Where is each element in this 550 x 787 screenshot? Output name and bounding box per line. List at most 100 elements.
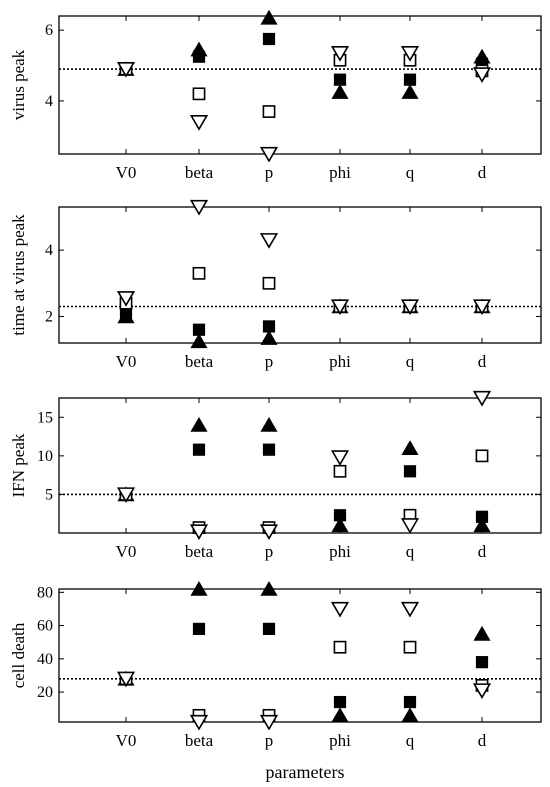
x-tick-label-phi: phi [329, 352, 351, 371]
x-tick-label-q: q [406, 163, 415, 182]
x-tick-label-q: q [406, 731, 415, 750]
data-point-open-triangle-down [330, 299, 350, 316]
y-axis-label: cell death [9, 622, 28, 688]
markers-group [116, 581, 492, 730]
y-axis-label: time at virus peak [9, 214, 28, 336]
y-tick-label: 80 [37, 584, 53, 601]
data-point-open-triangle-down [472, 299, 492, 316]
data-point-filled-square [403, 465, 417, 478]
y-tick-label: 20 [37, 684, 53, 701]
y-tick-label: 60 [37, 618, 53, 635]
data-point-open-triangle-down [400, 518, 420, 534]
data-point-open-triangle-down [330, 450, 350, 466]
y-tick-label: 15 [37, 409, 53, 426]
data-point-filled-triangle-up [473, 625, 491, 641]
x-tick-label-beta: beta [185, 163, 214, 182]
data-point-filled-triangle-up [473, 517, 491, 533]
data-point-filled-square [262, 320, 276, 333]
x-tick-label-V0: V0 [116, 163, 137, 182]
plot-frame [58, 206, 542, 344]
x-tick-label-q: q [406, 542, 415, 561]
data-point-filled-triangle-up [401, 84, 419, 99]
x-tick-label-V0: V0 [116, 731, 137, 750]
x-tick-label-d: d [478, 731, 487, 750]
data-point-open-triangle-down [472, 683, 492, 700]
x-tick-label-beta: beta [185, 731, 214, 750]
data-point-open-triangle-down [189, 524, 209, 541]
x-tick-label-p: p [265, 163, 274, 182]
data-point-filled-square [403, 695, 417, 709]
y-tick-label: 6 [45, 22, 53, 39]
plot-frame [58, 397, 542, 534]
data-point-open-triangle-down [259, 714, 279, 730]
data-point-filled-triangle-up [331, 84, 349, 99]
data-point-open-triangle-down [330, 601, 350, 618]
x-tick-label-d: d [478, 542, 487, 561]
data-point-open-triangle-down [259, 233, 279, 249]
data-point-filled-square [262, 622, 276, 635]
panels-group: 4 6 V0 beta p phi q d virus peak 2 4 V0 beta p phi q d ti… [9, 9, 542, 750]
markers-group [116, 199, 492, 349]
x-tick-label-phi: phi [329, 163, 351, 182]
x-tick-label-p: p [265, 731, 274, 750]
data-point-filled-triangle-up [190, 333, 208, 349]
x-tick-label-p: p [265, 542, 274, 561]
data-point-open-triangle-down [259, 524, 279, 541]
data-point-filled-square [192, 323, 206, 336]
data-point-filled-triangle-up [260, 330, 278, 345]
data-point-open-triangle-down [330, 46, 350, 62]
y-tick-label: 40 [37, 651, 53, 668]
data-point-filled-square [262, 32, 276, 46]
data-point-open-square [262, 105, 276, 118]
chart-panel-1: 4 6 V0 beta p phi q d virus peak [9, 9, 542, 182]
x-tick-label-q: q [406, 352, 415, 371]
data-point-open-triangle-down [400, 601, 420, 618]
data-point-filled-square [262, 443, 276, 456]
data-point-open-square [333, 640, 347, 654]
data-point-open-triangle-down [259, 146, 279, 162]
x-tick-label-V0: V0 [116, 352, 137, 371]
data-point-filled-square [475, 656, 489, 669]
data-point-filled-triangle-up [331, 707, 349, 723]
data-point-open-triangle-down [116, 487, 136, 504]
markers-group [116, 9, 492, 162]
data-point-filled-square [333, 695, 347, 709]
chart-panel-4: 20 40 60 80 V0 beta p phi q d cell death [9, 581, 542, 750]
data-point-filled-square [475, 510, 489, 523]
data-point-open-square [403, 640, 417, 654]
plot-frame [58, 15, 542, 155]
data-point-filled-square [192, 622, 206, 635]
y-tick-label: 2 [45, 308, 53, 325]
y-tick-label: 5 [45, 486, 53, 503]
x-tick-label-phi: phi [329, 731, 351, 750]
markers-group [116, 390, 492, 541]
x-tick-label-beta: beta [185, 542, 214, 561]
data-point-open-triangle-down [189, 199, 209, 216]
data-point-open-triangle-down [189, 115, 209, 131]
data-point-filled-triangle-up [260, 581, 278, 596]
x-tick-label-beta: beta [185, 352, 214, 371]
data-point-filled-square [192, 443, 206, 456]
data-point-open-square [262, 276, 276, 290]
data-point-filled-triangle-up [190, 581, 208, 596]
x-tick-label-V0: V0 [116, 542, 137, 561]
x-tick-label-d: d [478, 163, 487, 182]
figure-x-axis-label: parameters [266, 762, 345, 782]
data-point-open-triangle-down [472, 390, 492, 407]
chart-panel-2: 2 4 V0 beta p phi q d time at virus peak [9, 199, 542, 371]
data-point-open-triangle-down [116, 671, 136, 688]
data-point-open-triangle-down [189, 714, 209, 730]
data-point-filled-square [333, 73, 347, 86]
data-point-filled-triangle-up [260, 417, 278, 432]
y-axis-label: virus peak [9, 49, 28, 120]
chart-panel-3: 5 10 15 V0 beta p phi q d IFN peak [9, 390, 542, 561]
data-point-filled-triangle-up [401, 707, 419, 723]
x-tick-label-d: d [478, 352, 487, 371]
y-tick-label: 4 [45, 93, 53, 110]
data-point-filled-square [192, 50, 206, 63]
data-point-open-square [192, 87, 206, 101]
data-point-open-triangle-down [400, 46, 420, 62]
data-point-filled-square [333, 509, 347, 522]
data-point-open-triangle-down [400, 299, 420, 316]
